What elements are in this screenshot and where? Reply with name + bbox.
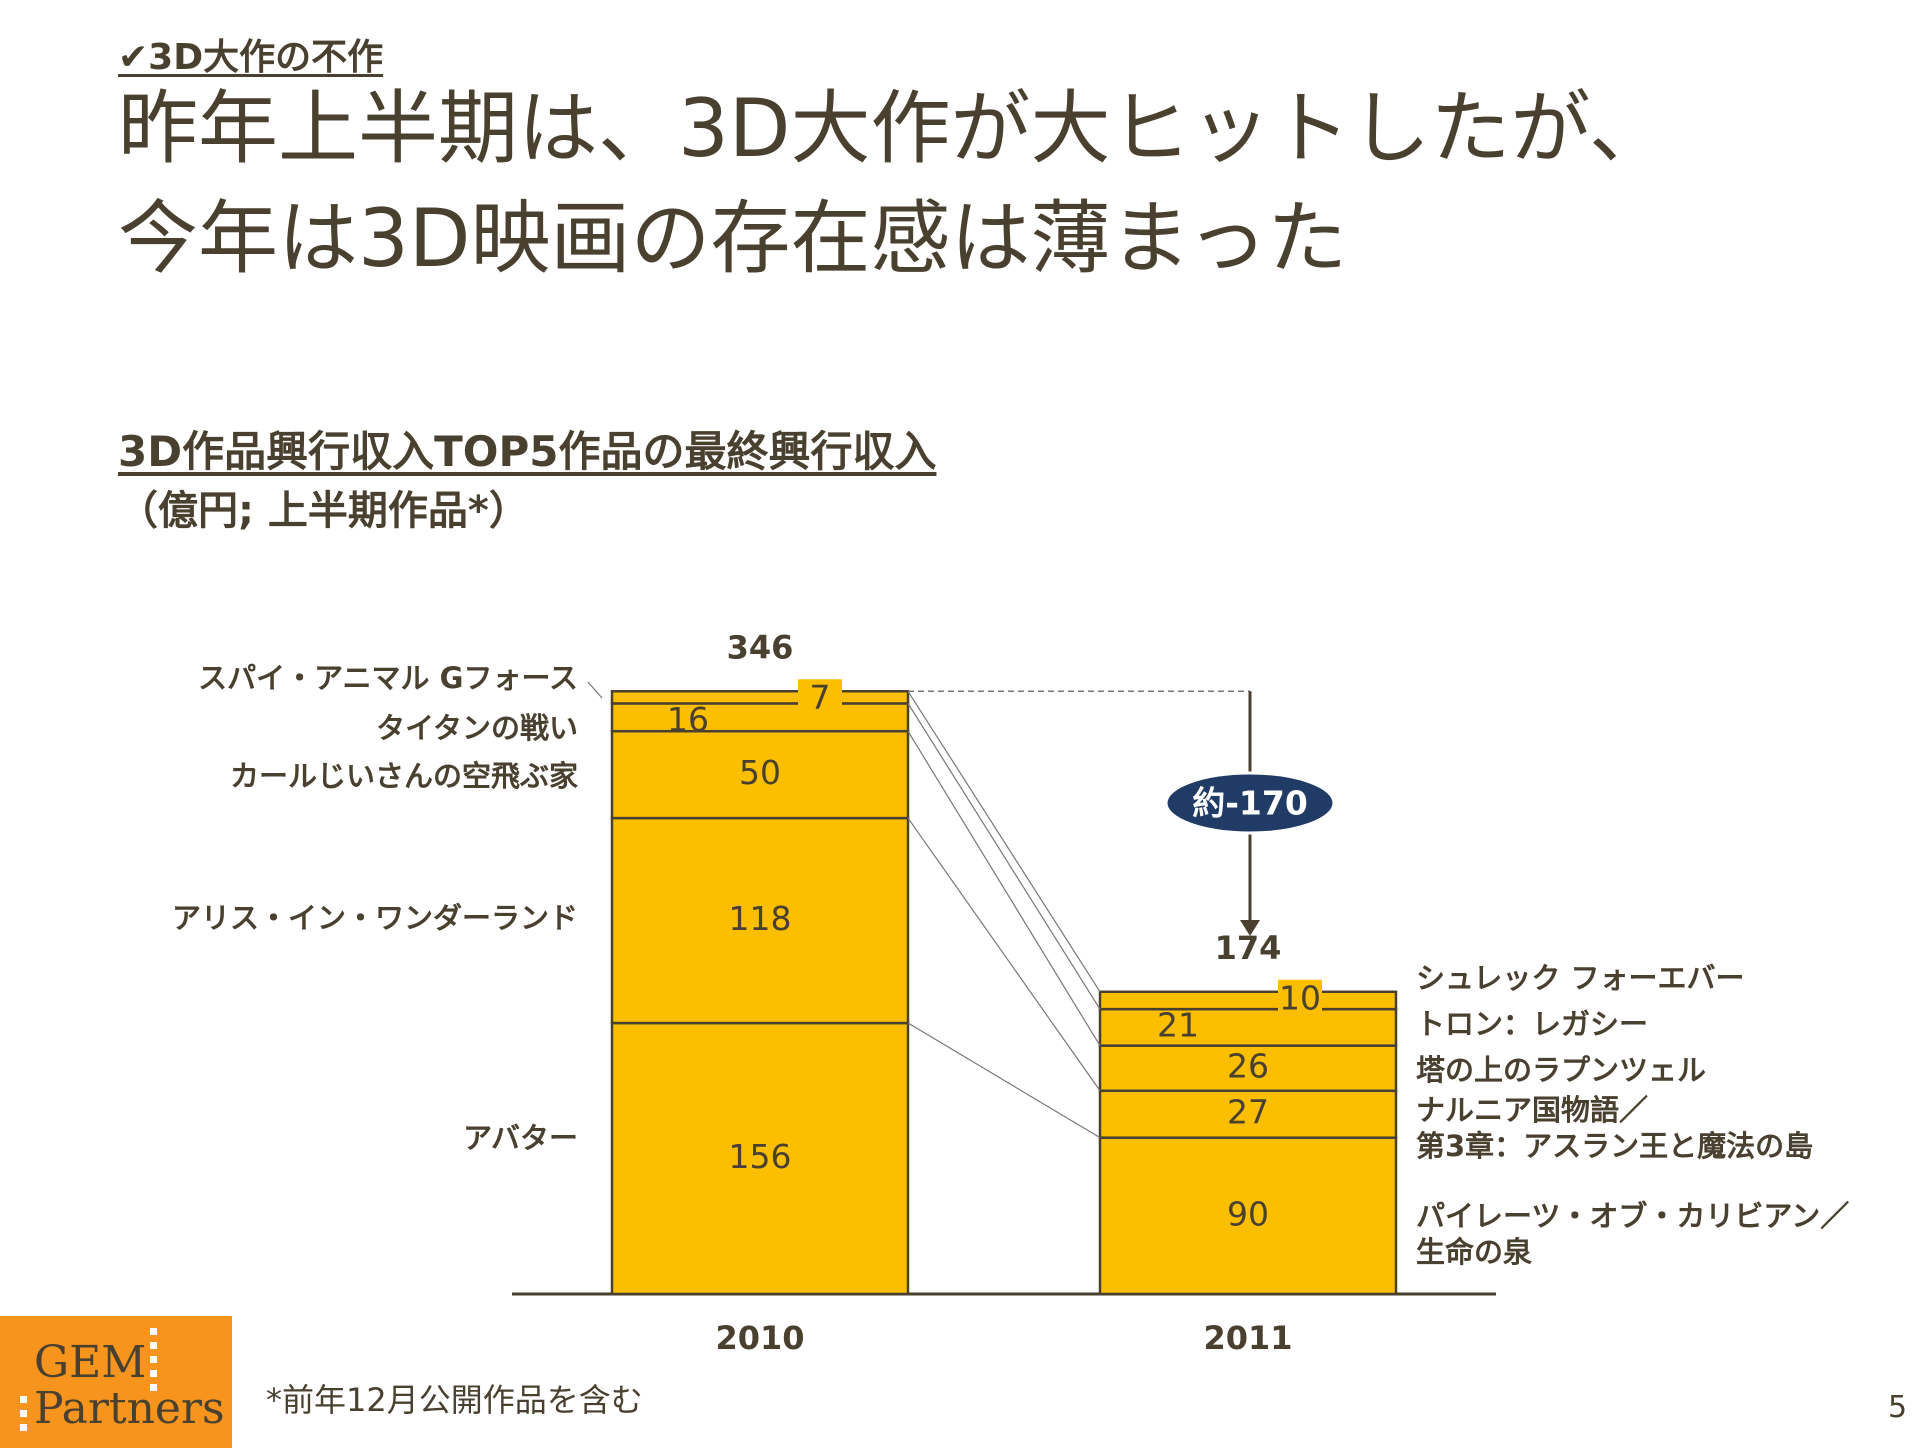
footnote: *前年12月公開作品を含む (266, 1381, 643, 1419)
section-kicker: ✔3D大作の不作 (118, 37, 384, 78)
segment-value-label: 16 (667, 700, 709, 739)
logo-text-line-1: GEM (34, 1337, 147, 1388)
decline-arrow-head (1240, 920, 1260, 936)
x-tick-label: 2011 (1203, 1319, 1292, 1357)
series-label-2010: アバター (463, 1121, 578, 1155)
series-label-2011: 生命の泉 (1416, 1235, 1533, 1269)
bar-segment (610, 1021, 910, 1296)
segment-value-label: 90 (1227, 1194, 1269, 1233)
chart-subtitle: （億円; 上半期作品*） (118, 488, 529, 534)
bar-segment (1098, 1044, 1398, 1093)
page-title: 昨年上半期は、3D大作が大ヒットしたが、 今年は3D映画の存在感は薄まった (118, 74, 1878, 294)
total-label: 346 (727, 628, 794, 666)
decline-badge-label: 約-170 (1192, 784, 1308, 823)
title-line-1: 昨年上半期は、3D大作が大ヒットしたが、 (118, 82, 1669, 175)
bar-segment (610, 816, 910, 1025)
connector-line (907, 703, 1101, 1010)
series-label-2010: タイタンの戦い (376, 711, 578, 745)
bar-segment (610, 729, 910, 820)
bar-segment (1098, 990, 1398, 1011)
gem-partners-logo: GEM Partners (0, 1316, 232, 1448)
bar-segment (610, 702, 910, 733)
series-label-2010: カールじいさんの空飛ぶ家 (230, 759, 578, 793)
logo-text-line-2: Partners (34, 1383, 225, 1434)
label-leader-line (587, 681, 603, 699)
segment-value-label: 27 (1227, 1093, 1269, 1132)
segment-value-label: 26 (1227, 1047, 1269, 1086)
bar-segment (1098, 1136, 1398, 1296)
logo-dot (150, 1342, 157, 1349)
series-label-2011: トロン：レガシー (1416, 1007, 1648, 1041)
segment-value-label: 10 (1279, 978, 1321, 1017)
logo-dot (150, 1328, 157, 1335)
series-label-2011: 第3章：アスラン王と魔法の島 (1416, 1129, 1813, 1163)
segment-value-label: 50 (739, 753, 781, 792)
bar-segment (1098, 1007, 1398, 1047)
small-value-box (798, 679, 842, 718)
x-tick-label: 2010 (715, 1319, 804, 1357)
segment-value-label: 156 (729, 1137, 792, 1176)
decline-badge (1164, 771, 1336, 835)
logo-dot (150, 1356, 157, 1363)
connector-line (907, 1022, 1101, 1139)
series-label-2010: スパイ・アニマル Gフォース (198, 661, 578, 695)
bar-segment (1098, 1089, 1398, 1139)
connector-line (907, 817, 1101, 1092)
bar-segment (610, 690, 910, 705)
connector-line (907, 730, 1101, 1046)
series-label-2010: アリス・イン・ワンダーランド (172, 901, 578, 935)
small-value-box (1278, 979, 1322, 1018)
logo-dot (20, 1396, 27, 1403)
segment-value-label: 118 (729, 899, 792, 938)
chart-title: 3D作品興行収入TOP5作品の最終興行収入 (118, 427, 937, 476)
logo-dot (20, 1424, 27, 1431)
title-line-2: 今年は3D映画の存在感は薄まった (118, 192, 1348, 285)
series-label-2011: パイレーツ・オブ・カリビアン／ (1416, 1199, 1849, 1233)
series-label-2011: シュレック フォーエバー (1416, 961, 1745, 995)
logo-dot (150, 1384, 157, 1391)
segment-value-label: 7 (810, 678, 831, 717)
segment-value-label: 21 (1157, 1006, 1199, 1045)
series-label-2011: 塔の上のラプンツェル (1416, 1053, 1706, 1087)
connector-line (907, 690, 1101, 993)
page-number: 5 (1888, 1390, 1908, 1425)
total-label: 174 (1215, 929, 1282, 967)
logo-dot (20, 1410, 27, 1417)
series-label-2011: ナルニア国物語／ (1416, 1093, 1648, 1127)
logo-dot (150, 1370, 157, 1377)
